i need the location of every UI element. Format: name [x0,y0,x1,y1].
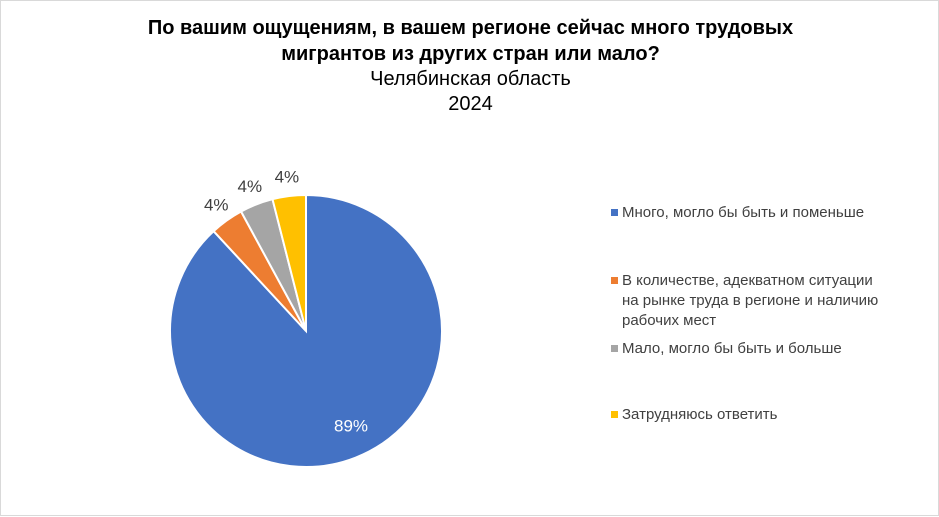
legend-label: рабочих мест [622,312,717,329]
pie-slice [271,193,307,332]
legend-swatch [611,209,618,216]
chart-title-line: мигрантов из других стран или мало? [281,43,660,65]
chart-title-line: По вашим ощущениям, в вашем регионе сейч… [147,17,794,39]
legend-swatch [611,411,618,418]
legend-item: Много, могло бы быть и поменьше [611,203,865,223]
legend-item: Затрудняюсь ответить [611,405,778,425]
data-label: 4% [238,177,263,196]
chart-title: По вашим ощущениям, в вашем регионе сейч… [1,15,939,67]
data-label: 4% [204,195,229,214]
legend-label: Мало, могло бы быть и больше [622,340,842,357]
legend-item: В количестве, адекватном ситуации на рын… [611,271,879,331]
chart-subtitle: Челябинская область 2024 [1,67,939,117]
legend-swatch [611,345,618,352]
legend-label: на рынке труда в регионе и наличию [622,292,879,309]
legend-label: В количестве, адекватном ситуации [622,272,873,289]
data-label: 4% [275,168,300,187]
legend-swatch [611,277,618,284]
chart-subtitle-region: Челябинская область [370,68,571,90]
legend-item: Мало, могло бы быть и больше [611,339,842,359]
legend-label: Затрудняюсь ответить [622,406,778,423]
data-label: 89% [334,416,368,435]
chart-subtitle-year: 2024 [448,93,493,115]
legend-label: Много, могло бы быть и поменьше [622,204,865,221]
